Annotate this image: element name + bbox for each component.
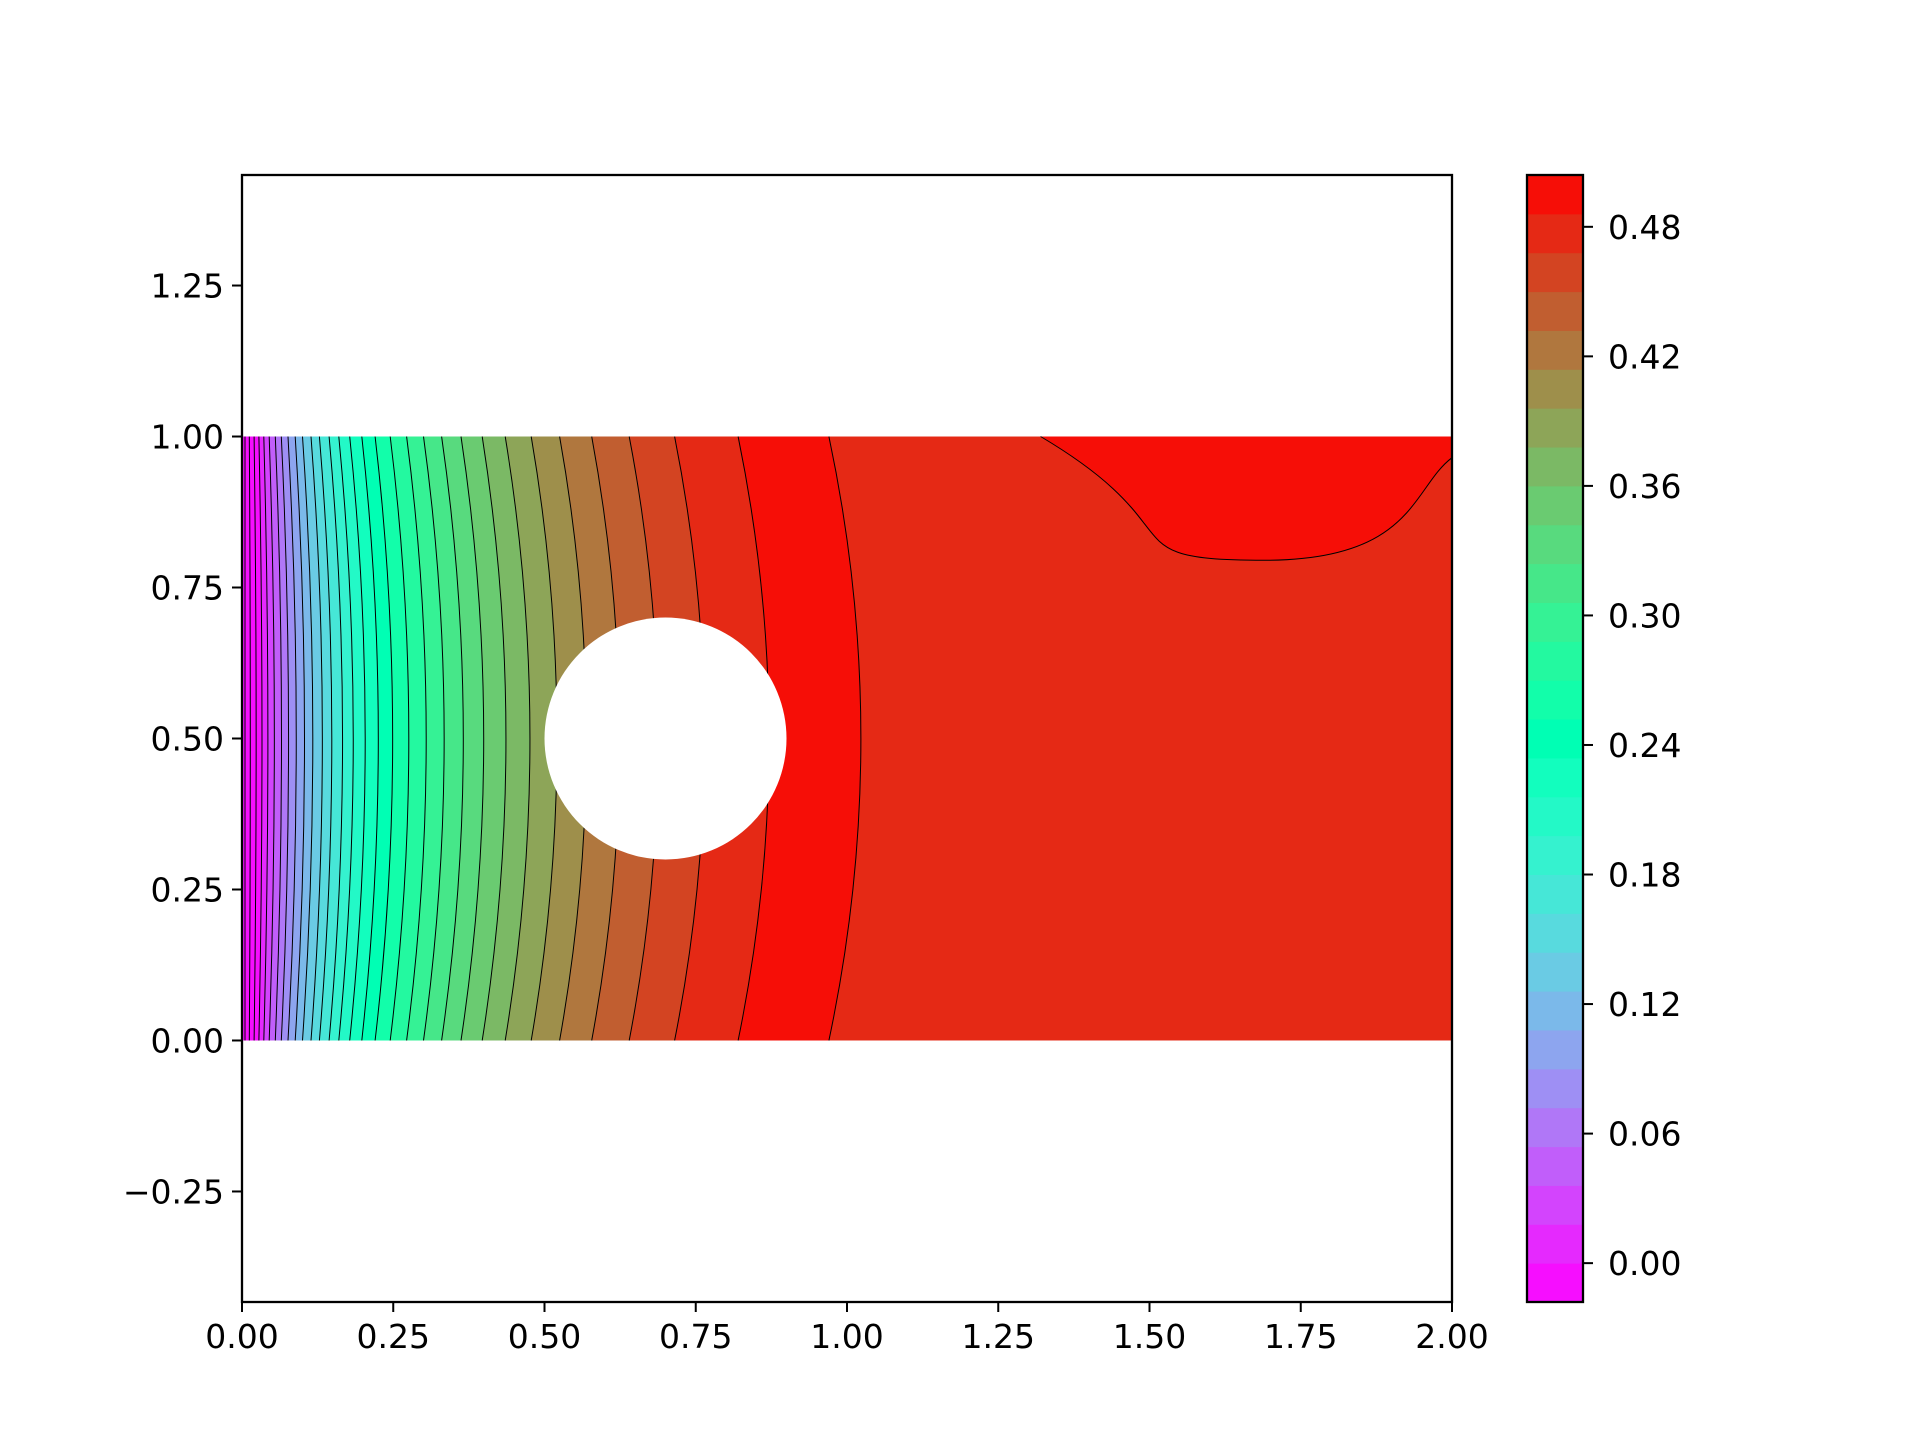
y-axis: −0.25 0.00 0.25 0.50 0.75 1.00 1.25 [123, 267, 242, 1211]
x-tick-label: 1.25 [962, 1317, 1035, 1356]
x-tick-label: 2.00 [1415, 1317, 1488, 1356]
colorbar-band [1527, 485, 1583, 526]
contour-line [268, 436, 275, 1041]
colorbar-tick-label: 0.36 [1608, 467, 1681, 506]
contour-line [294, 436, 305, 1041]
colorbar-band [1527, 1029, 1583, 1070]
contour-bands [242, 436, 1452, 1041]
x-axis: 0.00 0.25 0.50 0.75 1.00 1.25 1.50 1.75 2.00 [205, 1302, 1489, 1356]
contour-line [349, 436, 366, 1041]
contour-line [361, 436, 379, 1041]
contour-line [481, 436, 507, 1041]
colorbar-band [1527, 1224, 1583, 1264]
colorbar-tick-label: 0.48 [1608, 208, 1681, 247]
contour-line [338, 436, 354, 1041]
colorbar-band [1527, 952, 1583, 992]
colorbar-band [1527, 602, 1583, 642]
colorbar-tick-label: 0.18 [1608, 856, 1681, 895]
colorbar-band [1527, 447, 1583, 487]
colorbar-band [1527, 175, 1583, 215]
colorbar-band [1527, 719, 1583, 759]
contour-line [302, 436, 314, 1041]
y-tick-label: 0.25 [151, 870, 224, 909]
colorbar-band [1527, 1185, 1583, 1225]
y-tick-label: 0.75 [151, 569, 224, 608]
colorbar-tick-label: 0.24 [1608, 726, 1681, 765]
colorbar-band [1527, 213, 1583, 254]
plot-area [242, 436, 1452, 1041]
colorbar-band [1527, 913, 1583, 953]
contour-line [258, 436, 263, 1041]
colorbar-band [1527, 369, 1583, 409]
colorbar-band [1527, 835, 1583, 876]
y-tick-label: 0.00 [151, 1021, 224, 1060]
contour-line [253, 436, 257, 1041]
contour-line [389, 436, 410, 1041]
x-tick-label: 0.75 [659, 1317, 732, 1356]
colorbar-band [1527, 1107, 1583, 1148]
contour-line [280, 436, 290, 1041]
contour-line [406, 436, 427, 1041]
contour-line [318, 436, 333, 1041]
max-value-region [1040, 436, 1452, 561]
colorbar-bands [1527, 175, 1583, 1303]
y-tick-label: −0.25 [123, 1172, 224, 1211]
colorbar-ticks: 0.00 0.06 0.12 0.18 0.24 0.30 0.36 0.42 0.48 [1583, 208, 1681, 1283]
contour-line [504, 436, 531, 1041]
colorbar-band [1527, 291, 1583, 331]
colorbar-frame [1525, 173, 1585, 1304]
contour-line [248, 436, 251, 1041]
colorbar-tick-label: 0.06 [1608, 1115, 1681, 1154]
colorbar-tick-label: 0.12 [1608, 985, 1681, 1024]
y-tick-label: 1.25 [151, 267, 224, 306]
y-tick-label: 1.00 [151, 418, 224, 457]
colorbar-band [1527, 991, 1583, 1031]
colorbar-band [1527, 563, 1583, 603]
colorbar-tick-label: 0.30 [1608, 596, 1681, 635]
x-tick-label: 0.25 [357, 1317, 430, 1356]
colorbar-tick-label: 0.42 [1608, 337, 1681, 376]
contour-line [287, 436, 297, 1041]
contour-line [274, 436, 282, 1041]
contour-lines [244, 436, 1452, 1041]
contour-line [460, 436, 485, 1041]
colorbar-band [1527, 252, 1583, 293]
contour-line [441, 436, 464, 1041]
colorbar-band [1527, 641, 1583, 681]
colorbar-band [1527, 1068, 1583, 1109]
contour-line [328, 436, 344, 1041]
colorbar-band [1527, 1146, 1583, 1186]
y-tick-label: 0.50 [151, 720, 224, 759]
contour-line [310, 436, 323, 1041]
colorbar-band [1527, 757, 1583, 798]
contour-line [828, 436, 862, 1041]
x-tick-label: 1.00 [810, 1317, 883, 1356]
colorbar-band [1527, 408, 1583, 448]
colorbar-tick-label: 0.00 [1608, 1244, 1681, 1283]
x-tick-label: 0.50 [508, 1317, 581, 1356]
colorbar-band [1527, 796, 1583, 837]
x-tick-label: 0.00 [205, 1317, 278, 1356]
colorbar: 0.00 0.06 0.12 0.18 0.24 0.30 0.36 0.42 0.48 [1525, 173, 1681, 1304]
x-tick-label: 1.50 [1113, 1317, 1186, 1356]
colorbar-band [1527, 330, 1583, 370]
colorbar-band [1527, 524, 1583, 565]
x-tick-label: 1.75 [1264, 1317, 1337, 1356]
colorbar-band [1527, 680, 1583, 720]
circular-obstacle [544, 617, 787, 860]
colorbar-band [1527, 874, 1583, 914]
contour-line [374, 436, 394, 1041]
colorbar-band [1527, 1263, 1583, 1303]
contour-line [1040, 436, 1452, 561]
contour-line [263, 436, 269, 1041]
contour-line [423, 436, 445, 1041]
